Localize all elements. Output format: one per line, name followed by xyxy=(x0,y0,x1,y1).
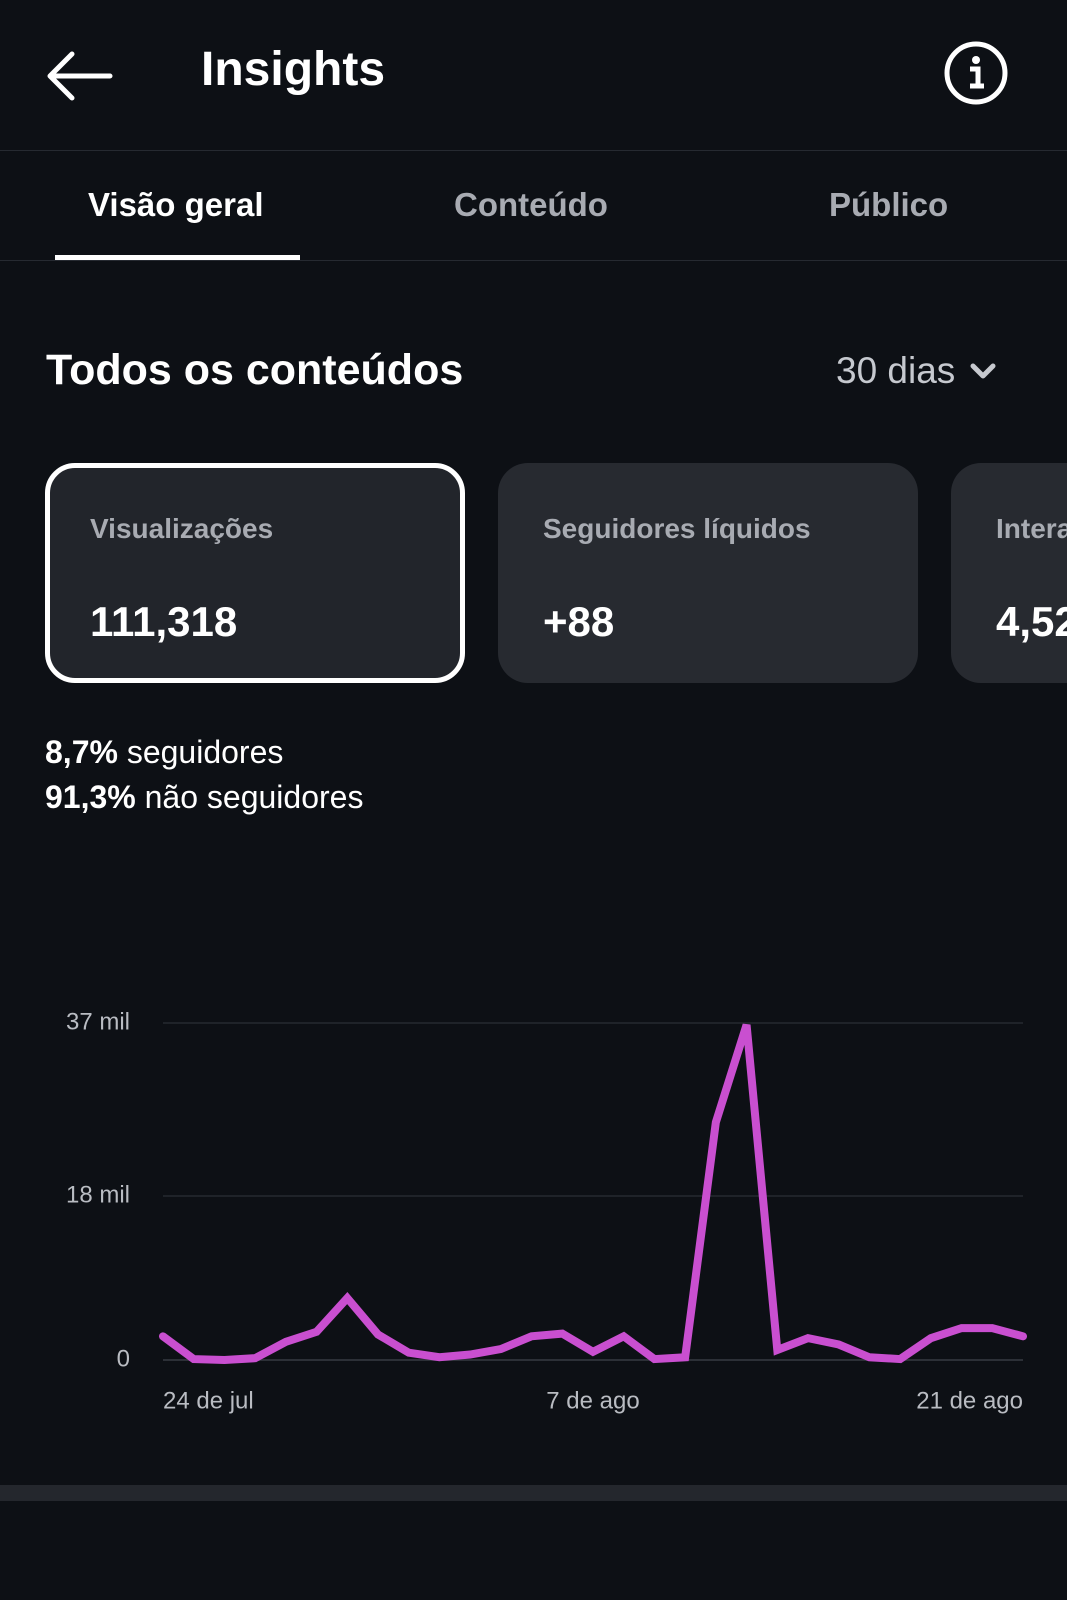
share: 91,3% xyxy=(45,779,136,815)
metric-card[interactable]: Seguidores líquidos +88 xyxy=(498,463,918,683)
x-tick-label: 24 de jul xyxy=(163,1387,254,1414)
tab-indicator xyxy=(55,255,300,260)
chevron xyxy=(970,363,996,379)
metric-card[interactable]: Visualizações 111,318 xyxy=(45,463,465,683)
card-label: Visualizações xyxy=(90,513,274,544)
card-value: 4,52 xyxy=(996,598,1067,645)
section-title: Todos os conteúdos xyxy=(46,346,464,394)
y-tick-label: 0 xyxy=(117,1345,130,1372)
divider xyxy=(0,150,1067,151)
x-tick-label: 21 de ago xyxy=(916,1387,1023,1414)
share: 8,7% xyxy=(45,734,118,770)
card-value: +88 xyxy=(543,598,615,645)
page-title: Insights xyxy=(201,43,386,96)
tab[interactable]: Visão geral xyxy=(88,186,264,223)
card-label: Seguidores líquidos xyxy=(543,513,811,544)
period-selector[interactable]: 30 dias xyxy=(836,350,997,392)
tab[interactable]: Público xyxy=(829,186,949,223)
metric-card[interactable]: Intera 4,52 xyxy=(951,463,1067,683)
breakdown-row: 91,3% não seguidores xyxy=(45,775,363,820)
divider xyxy=(0,1485,1067,1501)
line-series xyxy=(159,1023,1027,1365)
chart: 0 18 mil 37 mil 24 de jul 7 de ago 21 de ago xyxy=(66,1008,1027,1414)
card-value: 111,318 xyxy=(90,598,238,645)
share-label: não seguidores xyxy=(144,779,364,815)
period-label: 30 dias xyxy=(836,350,956,391)
x-tick-label: 7 de ago xyxy=(546,1387,639,1414)
y-tick-label: 37 mil xyxy=(66,1008,130,1035)
y-tick-label: 18 mil xyxy=(66,1181,130,1208)
tab[interactable]: Conteúdo xyxy=(454,186,608,223)
audience-breakdown: 8,7% seguidores 91,3% não seguidores xyxy=(45,730,363,820)
card-label: Intera xyxy=(996,513,1067,544)
back-button[interactable] xyxy=(44,50,114,102)
share-label: seguidores xyxy=(126,734,284,770)
divider xyxy=(0,260,1067,261)
info-button[interactable] xyxy=(943,40,1009,106)
breakdown-row: 8,7% seguidores xyxy=(45,730,363,775)
